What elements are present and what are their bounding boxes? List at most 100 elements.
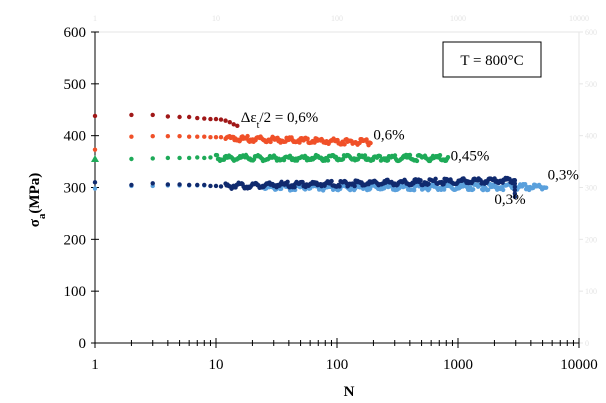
temperature-label: T = 800°C [460,53,523,69]
data-point [433,176,438,182]
x-tick-label: 1000 [443,357,473,373]
data-point [202,134,207,139]
data-point [150,181,155,186]
data-point [337,184,342,189]
data-point [165,155,171,161]
data-point [223,118,228,123]
data-point [177,182,182,187]
data-point [165,133,171,139]
x-tick-label: 100 [326,357,349,373]
data-point [92,147,98,152]
data-point [213,183,219,189]
data-point [352,183,357,189]
data-point [208,155,213,160]
series-label-text: /2 = 0,6% [259,110,318,126]
data-point [214,152,220,158]
data-point [92,180,98,185]
data-point [543,185,549,190]
data-series [92,175,518,200]
data-point [218,117,224,122]
y-tick-label: 0 [79,336,87,352]
top-tick-label: 10000 [569,14,589,23]
data-point [129,156,134,162]
top-tick-label: 1000 [450,14,466,23]
series-label: Δεt/2 = 0,6% [241,110,319,131]
data-point [186,114,192,120]
data-point [335,137,340,143]
data-point [411,188,417,193]
y-tick-label: 500 [64,77,87,93]
data-point [208,183,213,189]
series-label: 0,6% [373,127,404,143]
data-point [202,116,207,121]
data-point [92,186,98,191]
data-point [213,116,219,122]
data-point [342,142,347,147]
data-point [92,113,98,119]
data-point [213,135,219,140]
y-axis-subscript: a [36,213,48,219]
data-point [512,184,518,190]
data-point [368,140,373,146]
data-point [91,154,99,162]
data-point [392,153,398,158]
data-point [292,184,297,190]
data-point [441,187,447,192]
data-point [165,182,171,187]
data-point [418,178,423,183]
right-tick-label: 0 [585,339,589,348]
data-point [485,187,491,192]
right-tick-label: 600 [585,28,597,37]
right-tick-label: 400 [585,132,597,141]
data-point [305,136,310,141]
data-point [129,182,134,188]
data-point [426,181,431,187]
y-axis-symbol: σ [27,218,43,227]
data-series [92,112,240,129]
data-point [218,135,224,140]
data-point [325,158,331,163]
data-point [186,134,192,139]
data-point [445,155,451,160]
data-point [285,179,290,185]
data-series [92,181,549,193]
series-label-symbol: Δε [241,110,257,126]
series-label-subscript: t [257,120,260,131]
data-point [500,187,506,193]
data-point [129,112,134,118]
data-point [195,182,200,188]
data-point [150,156,155,161]
data-point [407,152,413,158]
data-point [202,155,207,161]
data-point [208,135,213,140]
data-point [150,112,155,118]
data-point [195,115,200,121]
x-axis-title: N [344,384,355,398]
data-point [437,153,443,158]
data-series [92,133,373,152]
y-tick-label: 600 [64,25,87,41]
data-point [208,116,213,122]
data-point [329,178,334,184]
data-point [195,134,200,139]
data-point [512,178,518,183]
data-point [218,184,224,189]
data-point [231,122,236,127]
data-point [186,155,192,161]
data-point [177,114,182,120]
data-point [227,119,232,125]
top-tick-label: 10 [212,14,220,23]
right-tick-label: 500 [585,80,597,89]
data-point [297,140,302,145]
series-label: 0,45% [451,149,490,165]
x-tick-label: 1 [91,357,99,373]
data-point [202,182,207,188]
data-point [186,182,192,188]
data-point [385,158,391,163]
data-point [235,123,240,129]
data-point [245,133,250,139]
data-points [91,112,549,200]
y-tick-label: 200 [64,232,87,248]
annotations: Δεt/2 = 0,6% 0,6% 0,45% 0,3% 0,3% [241,110,579,208]
